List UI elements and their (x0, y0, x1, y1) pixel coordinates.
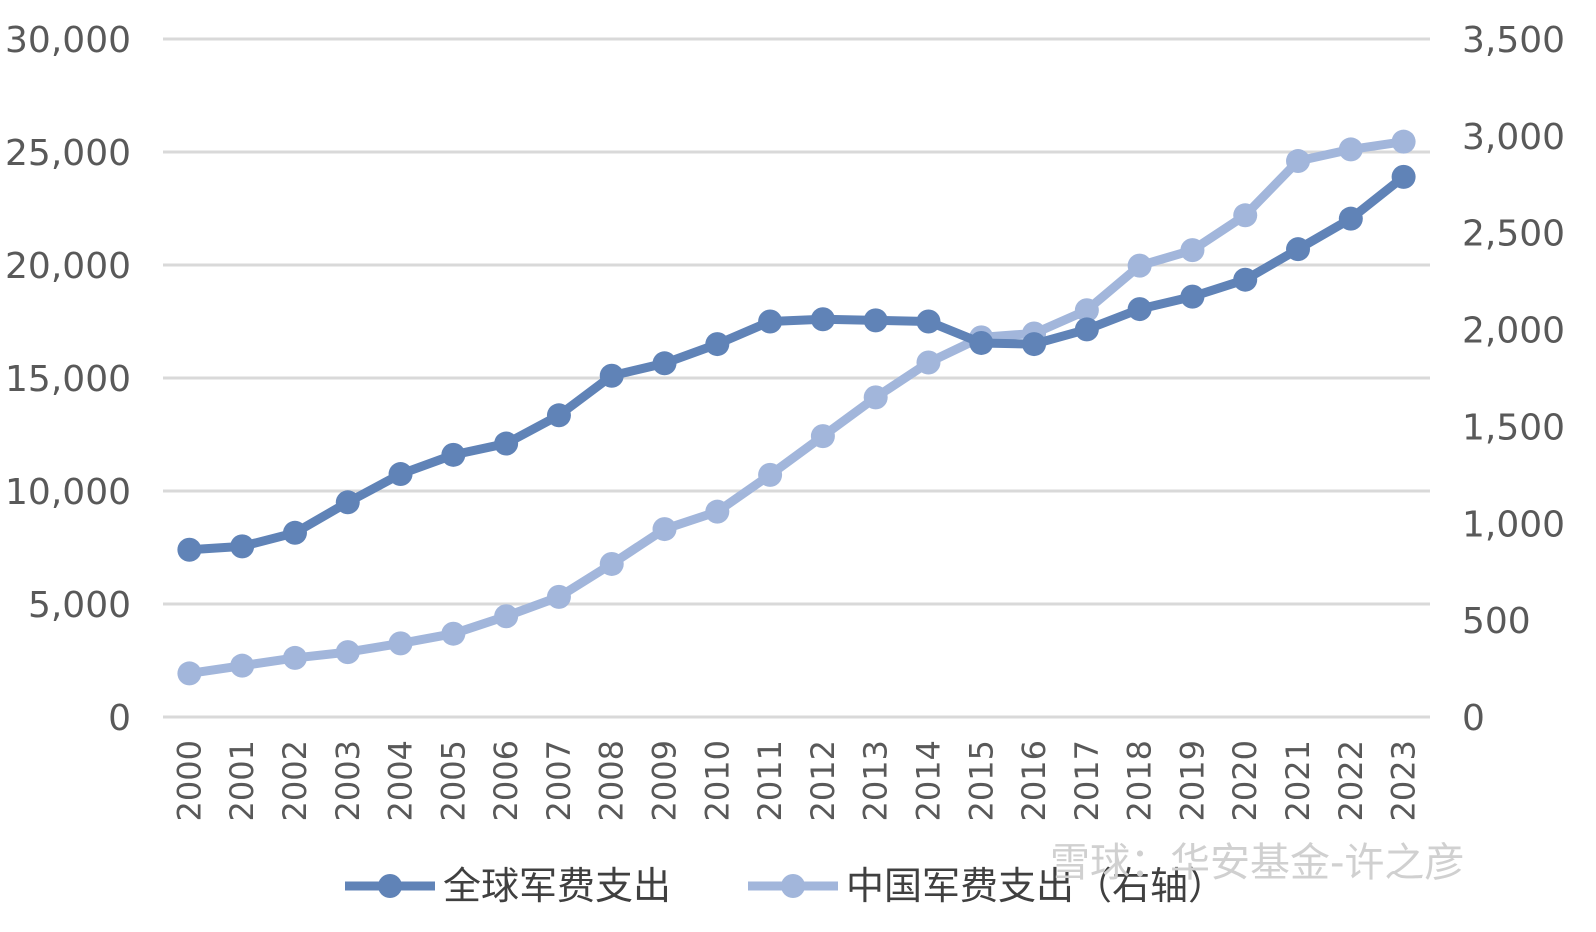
data-point (230, 653, 255, 678)
x-tick-label: 2004 (382, 740, 420, 821)
right-tick-label: 2,000 (1462, 311, 1565, 352)
data-point (1022, 332, 1047, 357)
legend: 全球军费支出 中国军费支出（右轴） (345, 864, 1226, 908)
data-point (1233, 267, 1258, 292)
legend-label-china: 中国军费支出（右轴） (846, 864, 1226, 908)
data-point (599, 363, 624, 388)
left-tick-label: 25,000 (5, 133, 131, 174)
left-tick-label: 30,000 (5, 20, 131, 61)
left-axis-ticks: 0 5,000 10,000 15,000 20,000 25,000 30,000 (5, 20, 131, 739)
data-point (863, 308, 888, 333)
x-tick-label: 2006 (487, 740, 525, 821)
data-point (652, 351, 677, 376)
data-point (1180, 238, 1205, 263)
right-tick-label: 2,500 (1462, 214, 1565, 255)
x-tick-label: 2017 (1068, 740, 1106, 821)
data-point (863, 385, 888, 410)
x-tick-label: 2019 (1173, 740, 1211, 821)
data-point (652, 517, 677, 542)
x-tick-label: 2013 (857, 740, 895, 821)
data-point (810, 307, 835, 332)
data-point (1127, 253, 1152, 278)
data-point (705, 499, 730, 524)
x-tick-label: 2022 (1332, 740, 1370, 821)
x-tick-label: 2001 (223, 740, 261, 821)
right-tick-label: 500 (1462, 601, 1531, 642)
data-point (1180, 284, 1205, 309)
data-point (230, 534, 255, 559)
data-point (177, 661, 202, 686)
watermark-text: 雪球：华安基金-许之彦 (1050, 840, 1464, 886)
x-tick-label: 2000 (170, 740, 208, 821)
legend-marker-china (781, 874, 805, 898)
data-point (916, 350, 941, 375)
right-tick-label: 3,000 (1462, 117, 1565, 158)
data-point (1338, 206, 1363, 231)
gridlines (163, 37, 1430, 719)
right-tick-label: 0 (1462, 698, 1485, 739)
data-point (546, 403, 571, 428)
x-tick-label: 2014 (909, 740, 947, 821)
x-tick-label: 2016 (1015, 740, 1053, 821)
x-tick-label: 2010 (698, 740, 736, 821)
x-tick-label: 2023 (1385, 740, 1423, 821)
series-lines (177, 129, 1416, 686)
x-tick-label: 2015 (962, 740, 1000, 821)
series-line-1 (184, 137, 1409, 678)
data-point (1127, 297, 1152, 322)
left-tick-label: 15,000 (5, 359, 131, 400)
x-tick-label: 2003 (329, 740, 367, 821)
right-tick-label: 1,500 (1462, 407, 1565, 448)
data-point (441, 621, 466, 646)
x-tick-label: 2005 (434, 740, 472, 821)
data-point (546, 584, 571, 609)
data-point (1286, 149, 1311, 174)
data-point (1391, 164, 1416, 189)
data-point (335, 490, 360, 515)
data-point (177, 537, 202, 562)
data-point (916, 309, 941, 334)
x-tick-label: 2020 (1226, 740, 1264, 821)
data-point (599, 551, 624, 576)
data-point (335, 640, 360, 665)
data-point (282, 645, 307, 670)
data-point (758, 462, 783, 487)
x-tick-label: 2002 (276, 740, 314, 821)
x-tick-label: 2011 (751, 740, 789, 821)
left-tick-label: 10,000 (5, 472, 131, 513)
x-tick-label: 2007 (540, 740, 578, 821)
data-point (494, 604, 519, 629)
legend-label-global: 全球军费支出 (443, 864, 671, 908)
data-point (388, 631, 413, 656)
left-tick-label: 0 (108, 698, 131, 739)
data-point (1074, 317, 1099, 342)
x-tick-label: 2018 (1121, 740, 1159, 821)
left-tick-label: 5,000 (28, 585, 131, 626)
x-tick-label: 2008 (593, 740, 631, 821)
left-tick-label: 20,000 (5, 246, 131, 287)
x-tick-label: 2009 (646, 740, 684, 821)
x-tick-label: 2021 (1279, 740, 1317, 821)
data-point (388, 462, 413, 487)
data-point (282, 520, 307, 545)
right-tick-label: 3,500 (1462, 20, 1565, 61)
data-point (705, 332, 730, 357)
data-point (1074, 298, 1099, 323)
legend-marker-global (378, 874, 402, 898)
x-axis-ticks: 2000 2001 2002 2003 2004 2005 2006 2007 2008 2009… (170, 740, 1422, 821)
data-point (494, 431, 519, 456)
data-point (1338, 137, 1363, 162)
data-point (1391, 129, 1416, 154)
data-point (1233, 203, 1258, 228)
data-point (1286, 237, 1311, 262)
x-tick-label: 2012 (804, 740, 842, 821)
right-tick-label: 1,000 (1462, 504, 1565, 545)
right-axis-ticks: 0 500 1,000 1,500 2,000 2,500 3,000 3,500 (1462, 20, 1565, 739)
data-point (758, 309, 783, 334)
data-point (441, 442, 466, 467)
data-point (969, 330, 994, 355)
data-point (810, 424, 835, 449)
